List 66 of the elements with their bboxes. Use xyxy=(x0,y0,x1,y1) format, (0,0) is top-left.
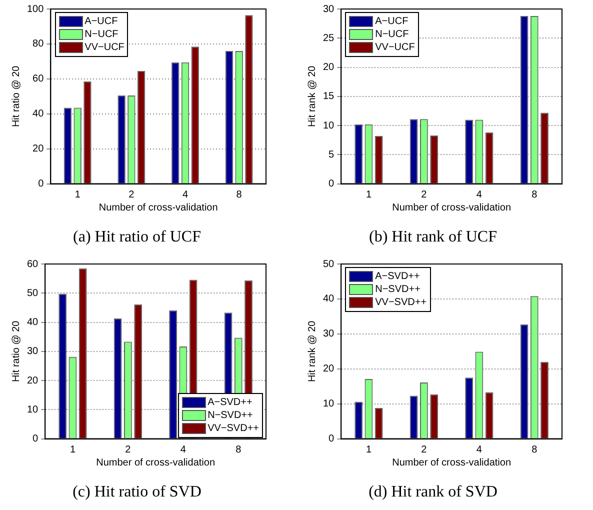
y-axis-title: Hit rank @ 20 xyxy=(306,320,318,382)
y-tick-label: 10 xyxy=(323,120,335,132)
y-tick-label: 0 xyxy=(38,178,44,190)
x-tick-label: 2 xyxy=(128,190,135,201)
x-tick-label: 8 xyxy=(532,190,538,201)
legend-label: N−SVD++ xyxy=(375,284,420,295)
y-tick-label: 20 xyxy=(323,364,335,375)
x-tick-label: 1 xyxy=(74,190,81,201)
legend-label: VV−UCF xyxy=(375,42,415,53)
y-axis-title: Hit ratio @ 20 xyxy=(10,65,22,128)
legend-label: A−UCF xyxy=(84,16,118,27)
x-tick-label: 4 xyxy=(476,190,482,201)
y-tick-label: 20 xyxy=(323,62,335,74)
y-tick-label: 60 xyxy=(27,258,39,270)
legend-label: A−SVD++ xyxy=(208,396,252,408)
y-tick-label: 40 xyxy=(323,294,335,305)
legend-label: A−SVD++ xyxy=(375,271,420,282)
x-tick-label: 8 xyxy=(532,444,538,456)
x-axis-title: Number of cross-validation xyxy=(98,202,218,214)
x-axis-title: Number of cross-validation xyxy=(96,458,216,469)
x-tick-label: 2 xyxy=(125,444,132,456)
y-axis-title: Hit ratio @ 20 xyxy=(10,320,22,382)
x-tick-label: 4 xyxy=(182,190,188,201)
y-tick-label: 50 xyxy=(27,288,39,299)
x-tick-label: 1 xyxy=(366,190,372,201)
y-tick-label: 25 xyxy=(323,32,335,44)
legend-label: A−UCF xyxy=(375,16,408,27)
y-tick-label: 20 xyxy=(27,375,39,386)
y-tick-label: 5 xyxy=(328,149,335,160)
x-tick-label: 4 xyxy=(180,444,186,456)
text: (a) Hit ratio of UCF xyxy=(73,228,202,246)
y-tick-label: 0 xyxy=(328,178,335,190)
y-tick-label: 0 xyxy=(328,434,335,445)
y-tick-label: 30 xyxy=(27,346,39,358)
y-tick-label: 15 xyxy=(323,91,335,102)
y-tick-label: 10 xyxy=(27,404,39,416)
y-tick-label: 80 xyxy=(32,38,44,50)
y-tick-label: 50 xyxy=(323,258,335,270)
text: (d) Hit rank of SVD xyxy=(368,484,498,501)
y-tick-label: 40 xyxy=(32,108,44,120)
x-tick-label: 8 xyxy=(236,190,242,201)
x-axis-title: Number of cross-validation xyxy=(392,202,512,214)
legend-label: N−SVD++ xyxy=(208,410,253,421)
x-tick-label: 4 xyxy=(476,444,482,456)
legend-label: VV−SVD++ xyxy=(208,422,259,434)
y-tick-label: 100 xyxy=(26,4,44,15)
y-axis-title: Hit rank @ 20 xyxy=(306,65,318,128)
legend-label: VV−UCF xyxy=(84,42,124,53)
y-tick-label: 0 xyxy=(32,434,39,445)
y-tick-label: 30 xyxy=(323,328,335,340)
text: (b) Hit rank of UCF xyxy=(369,228,498,246)
x-axis-title: Number of cross-validation xyxy=(392,458,512,469)
text: (c) Hit ratio of SVD xyxy=(72,484,202,501)
y-tick-label: 60 xyxy=(32,74,44,85)
x-tick-label: 2 xyxy=(421,444,428,456)
y-tick-label: 40 xyxy=(27,317,39,328)
y-tick-label: 10 xyxy=(323,398,335,410)
legend-label: N−UCF xyxy=(84,29,118,40)
legend-label: N−UCF xyxy=(375,29,409,40)
y-tick-label: 30 xyxy=(323,4,335,15)
x-tick-label: 2 xyxy=(421,190,428,201)
x-tick-label: 1 xyxy=(366,444,372,456)
legend-label: VV−SVD++ xyxy=(375,297,427,308)
y-tick-label: 20 xyxy=(32,144,44,155)
x-tick-label: 1 xyxy=(70,444,76,456)
x-tick-label: 8 xyxy=(236,444,242,456)
